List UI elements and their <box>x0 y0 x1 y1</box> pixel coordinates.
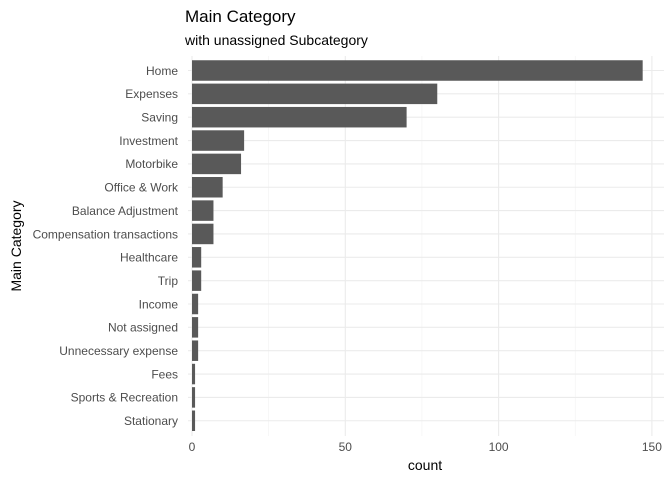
bar <box>192 60 643 81</box>
y-tick-label: Trip <box>158 274 179 288</box>
y-tick-label: Income <box>139 297 179 311</box>
y-tick-label: Motorbike <box>125 157 178 171</box>
y-tick-label: Unnecessary expense <box>59 344 178 358</box>
bar <box>192 410 196 431</box>
y-tick-label: Investment <box>119 134 178 148</box>
bar <box>192 223 214 245</box>
chart-subtitle: with unassigned Subcategory <box>184 32 368 48</box>
bar <box>192 106 407 128</box>
x-tick-label: 150 <box>642 440 662 454</box>
y-tick-label: Balance Adjustment <box>72 204 179 218</box>
x-tick-label: 50 <box>339 440 353 454</box>
bars <box>192 60 643 431</box>
bar <box>192 200 214 221</box>
bar <box>192 153 242 175</box>
bar <box>192 270 202 291</box>
y-tick-label: Compensation transactions <box>33 227 178 241</box>
y-tick-label: Expenses <box>125 87 178 101</box>
y-tick-labels: Home Expenses Saving Investment Motorbike Off… <box>33 64 179 428</box>
y-tick-label: Fees <box>151 367 178 381</box>
y-axis-title: Main Category <box>8 200 24 291</box>
bar <box>192 130 245 151</box>
chart-title: Main Category <box>185 7 296 26</box>
bar <box>192 247 202 268</box>
y-tick-label: Healthcare <box>120 251 178 265</box>
bar <box>192 387 196 408</box>
y-tick-label: Home <box>146 64 178 78</box>
bar <box>192 317 199 338</box>
y-tick-label: Office & Work <box>104 181 179 195</box>
y-tick-label: Not assigned <box>108 321 178 335</box>
y-tick-label: Saving <box>141 111 178 125</box>
bar <box>192 340 199 361</box>
x-tick-labels: 0 50 100 150 <box>189 440 663 454</box>
x-axis-title: count <box>408 457 442 473</box>
y-tick-label: Stationary <box>124 414 178 428</box>
x-tick-label: 0 <box>189 440 196 454</box>
y-tick-label: Sports & Recreation <box>71 391 178 405</box>
gridlines <box>188 56 664 436</box>
bar <box>192 83 438 105</box>
bar <box>192 363 196 385</box>
bar <box>192 177 223 198</box>
bar <box>192 293 199 315</box>
x-tick-label: 100 <box>489 440 509 454</box>
